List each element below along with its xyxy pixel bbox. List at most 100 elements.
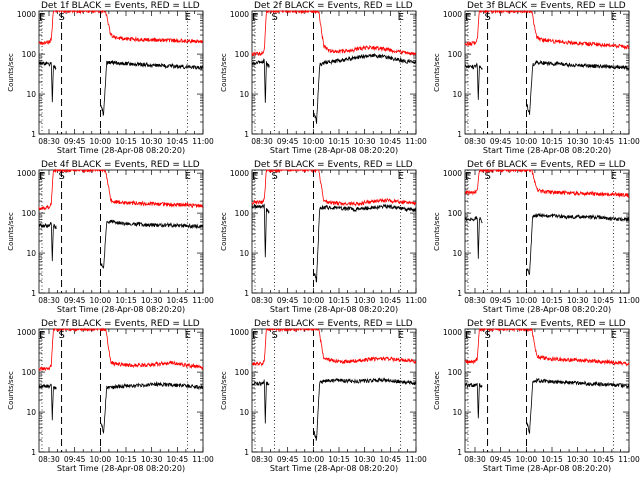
marker-label-s: S bbox=[59, 171, 65, 182]
y-tick-label: 1 bbox=[457, 289, 462, 298]
x-tick-label: 10:30 bbox=[141, 137, 163, 146]
marker-label-e: E bbox=[465, 330, 471, 341]
plot-frame bbox=[38, 169, 204, 294]
series-events-black bbox=[464, 377, 630, 434]
x-tick-label: 11:00 bbox=[618, 137, 640, 146]
x-tick-label: 09:45 bbox=[490, 137, 512, 146]
panel-det-3: Det 3f BLACK = Events, RED = LLD 1 10 100 10… bbox=[433, 1, 640, 155]
panel-title: Det 8f BLACK = Events, RED = LLD bbox=[254, 319, 413, 329]
plot-frame bbox=[251, 10, 417, 135]
x-tick-label: 10:00 bbox=[516, 455, 538, 464]
x-tick-label: 10:45 bbox=[167, 137, 189, 146]
panel-title: Det 6f BLACK = Events, RED = LLD bbox=[467, 160, 626, 170]
panel-title: Det 5f BLACK = Events, RED = LLD bbox=[254, 160, 413, 170]
panel-title: Det 3f BLACK = Events, RED = LLD bbox=[467, 1, 626, 11]
y-tick-label: 1 bbox=[31, 289, 36, 298]
x-tick-label: 09:45 bbox=[64, 455, 86, 464]
panel-det-1: Det 1f BLACK = Events, RED = LLD 1 10 100 10… bbox=[7, 1, 214, 155]
x-tick-label: 09:45 bbox=[64, 296, 86, 305]
y-axis-label: Counts/sec bbox=[220, 371, 228, 410]
x-tick-label: 11:00 bbox=[405, 455, 427, 464]
x-tick-label: 08:30 bbox=[38, 137, 60, 146]
x-tick-label: 10:45 bbox=[167, 455, 189, 464]
x-tick-label: 10:30 bbox=[567, 455, 589, 464]
y-tick-label: 1 bbox=[31, 130, 36, 139]
panel-det-8: Det 8f BLACK = Events, RED = LLD 1 10 100 10… bbox=[220, 319, 427, 473]
x-tick-label: 10:45 bbox=[380, 137, 402, 146]
x-tick-label: 10:30 bbox=[567, 137, 589, 146]
panel-det-6: Det 6f BLACK = Events, RED = LLD 1 10 100 10… bbox=[433, 160, 640, 314]
x-axis-label: Start Time (28-Apr-08 08:20:20) bbox=[483, 305, 611, 314]
marker-label-e: E bbox=[252, 330, 258, 341]
x-tick-label: 10:30 bbox=[567, 296, 589, 305]
x-axis-label: Start Time (28-Apr-08 08:20:20) bbox=[483, 146, 611, 155]
y-tick-label: 1000 bbox=[230, 328, 249, 337]
y-tick-label: 10 bbox=[26, 408, 36, 417]
series-lld-red bbox=[38, 168, 204, 211]
plot-frame bbox=[464, 169, 630, 294]
x-tick-label: 10:30 bbox=[354, 137, 376, 146]
x-tick-label: 10:15 bbox=[328, 137, 350, 146]
marker-label-e: E bbox=[611, 171, 617, 182]
x-tick-label: 11:00 bbox=[192, 296, 214, 305]
x-tick-label: 10:00 bbox=[90, 455, 112, 464]
y-tick-label: 10 bbox=[239, 90, 249, 99]
series-events-black bbox=[251, 52, 417, 124]
series-lld-red bbox=[251, 9, 416, 57]
y-tick-label: 100 bbox=[448, 368, 463, 377]
y-axis-label: Counts/sec bbox=[7, 53, 15, 92]
marker-label-s: S bbox=[272, 12, 278, 23]
x-tick-label: 09:45 bbox=[277, 455, 299, 464]
plot-frame bbox=[251, 169, 417, 294]
y-tick-label: 1000 bbox=[230, 10, 249, 19]
marker-label-s: S bbox=[272, 330, 278, 341]
panel-title: Det 9f BLACK = Events, RED = LLD bbox=[467, 319, 626, 329]
y-axis-label: Counts/sec bbox=[433, 371, 441, 410]
series-events-black bbox=[251, 203, 417, 283]
series-events-black bbox=[464, 59, 630, 115]
plot-frame bbox=[38, 328, 204, 453]
marker-label-e: E bbox=[252, 12, 258, 23]
x-tick-label: 08:30 bbox=[38, 296, 60, 305]
series-lld-red bbox=[252, 327, 417, 367]
y-tick-label: 1 bbox=[31, 448, 36, 457]
x-tick-label: 10:00 bbox=[90, 296, 112, 305]
x-tick-label: 10:15 bbox=[328, 455, 350, 464]
series-events-black bbox=[464, 212, 630, 275]
panel-title: Det 1f BLACK = Events, RED = LLD bbox=[41, 1, 200, 11]
x-tick-label: 10:00 bbox=[516, 296, 538, 305]
marker-label-s: S bbox=[272, 171, 278, 182]
marker-label-e: E bbox=[611, 12, 617, 23]
marker-label-e: E bbox=[39, 12, 45, 23]
x-tick-label: 10:00 bbox=[303, 296, 325, 305]
plot-frame bbox=[464, 328, 630, 453]
x-tick-label: 11:00 bbox=[405, 137, 427, 146]
panel-det-9: Det 9f BLACK = Events, RED = LLD 1 10 100 10… bbox=[433, 319, 640, 473]
series-lld-red bbox=[464, 327, 630, 367]
x-tick-label: 10:30 bbox=[141, 455, 163, 464]
plot-frame bbox=[251, 328, 417, 453]
marker-label-e: E bbox=[185, 330, 191, 341]
x-tick-label: 09:45 bbox=[64, 137, 86, 146]
y-tick-label: 1000 bbox=[17, 328, 36, 337]
series-events-black bbox=[38, 219, 204, 270]
marker-label-s: S bbox=[59, 330, 65, 341]
y-tick-label: 10 bbox=[26, 90, 36, 99]
x-tick-label: 08:30 bbox=[464, 296, 486, 305]
marker-label-e: E bbox=[185, 12, 191, 23]
x-tick-label: 10:45 bbox=[593, 296, 615, 305]
y-tick-label: 1 bbox=[457, 130, 462, 139]
series-lld-red bbox=[464, 9, 630, 50]
x-tick-label: 10:15 bbox=[541, 296, 563, 305]
marker-label-e: E bbox=[39, 330, 45, 341]
marker-label-e: E bbox=[398, 171, 404, 182]
y-axis-label: Counts/sec bbox=[220, 53, 228, 92]
panel-title: Det 7f BLACK = Events, RED = LLD bbox=[41, 319, 200, 329]
x-tick-label: 11:00 bbox=[618, 296, 640, 305]
x-axis-label: Start Time (28-Apr-08 08:20:20) bbox=[57, 146, 185, 155]
series-lld-red bbox=[38, 9, 204, 46]
series-events-black bbox=[38, 380, 204, 435]
y-tick-label: 100 bbox=[235, 209, 250, 218]
x-tick-label: 08:30 bbox=[38, 455, 60, 464]
